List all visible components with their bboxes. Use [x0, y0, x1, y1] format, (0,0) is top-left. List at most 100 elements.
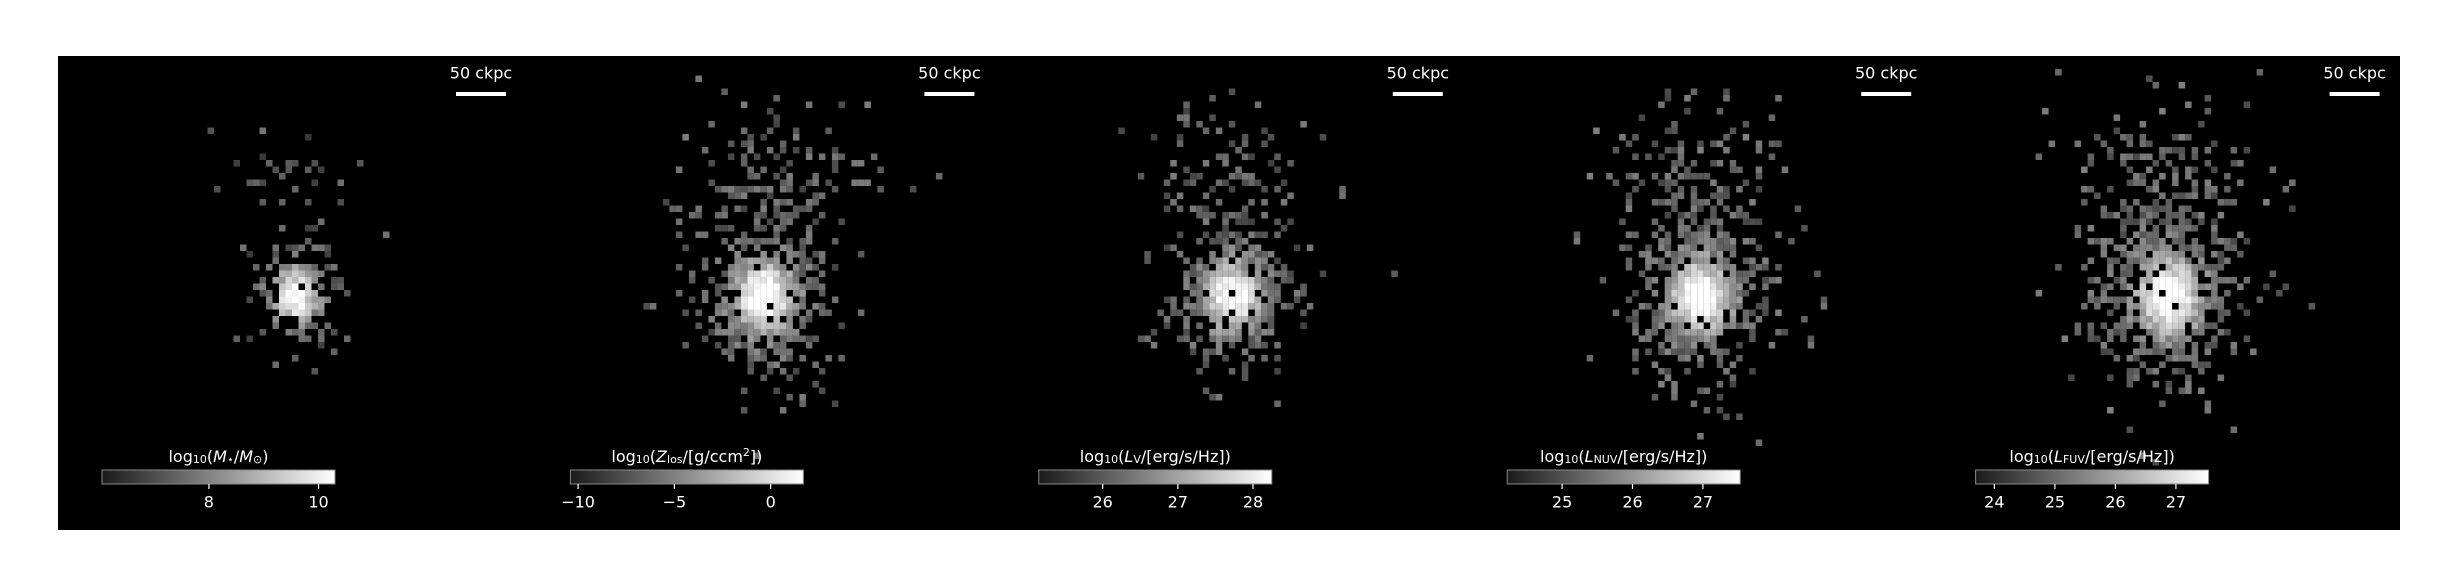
pixel: [773, 329, 780, 336]
pixel: [721, 309, 728, 316]
pixel: [760, 374, 767, 381]
pixel: [2087, 329, 2095, 336]
pixel: [2139, 316, 2147, 323]
pixel: [1241, 309, 1249, 316]
pixel: [1215, 348, 1223, 355]
pixel: [1775, 140, 1782, 147]
pixel: [1202, 387, 1210, 394]
pixel: [1690, 348, 1698, 355]
pixel: [2211, 192, 2218, 199]
pixel: [298, 329, 305, 336]
pixel: [1632, 231, 1639, 238]
pixel: [1222, 212, 1229, 219]
pixel: [2146, 309, 2153, 316]
pixel: [1183, 114, 1190, 121]
pixel: [2224, 199, 2231, 206]
pixel: [2081, 303, 2088, 310]
pixel: [1196, 368, 1203, 375]
pixel: [2198, 296, 2205, 303]
pixel: [714, 329, 722, 336]
pixel: [1254, 101, 1262, 108]
pixel: [1703, 407, 1711, 414]
pixel: [1710, 192, 1717, 199]
pixel: [753, 212, 761, 219]
pixel: [1163, 192, 1171, 199]
pixel: [1176, 134, 1184, 141]
pixel: [721, 212, 728, 219]
pixel: [2139, 225, 2147, 232]
pixel: [1215, 270, 1223, 277]
pixel: [1697, 225, 1704, 232]
pixel: [318, 309, 325, 316]
pixel: [747, 166, 754, 173]
pixel: [298, 322, 305, 329]
pixel: [292, 303, 299, 310]
pixel: [1716, 186, 1724, 193]
pixel: [1664, 277, 1672, 284]
pixel: [1690, 199, 1698, 206]
pixel: [747, 147, 754, 154]
pixel: [1645, 153, 1652, 160]
pixel: [1150, 134, 1158, 141]
pixel: [760, 355, 767, 362]
pixel: [2191, 277, 2199, 284]
pixel: [799, 296, 806, 303]
pixel: [1723, 205, 1730, 212]
colorbar-tick-label: 28: [1243, 493, 1263, 512]
pixel: [2133, 231, 2140, 238]
pixel: [1209, 186, 1216, 193]
pixel: [2139, 140, 2147, 147]
pixel: [760, 309, 767, 316]
pixel: [2146, 244, 2153, 251]
pixel: [2133, 368, 2140, 375]
pixel: [1183, 335, 1190, 342]
pixel: [786, 218, 793, 225]
pixel: [1710, 160, 1717, 167]
colorbar-label: log10(LV/[erg/s/Hz]): [1080, 447, 1231, 466]
pixel: [773, 303, 780, 310]
pixel: [2211, 290, 2218, 297]
pixel: [1209, 309, 1216, 316]
pixel: [1703, 277, 1711, 284]
pixel: [2217, 374, 2225, 381]
pixel: [1690, 251, 1698, 258]
pixel: [2178, 348, 2186, 355]
pixel: [1625, 316, 1633, 323]
pixel: [1814, 270, 1821, 277]
pixel: [1677, 290, 1685, 297]
pixel: [747, 270, 754, 277]
pixel: [279, 303, 286, 310]
pixel: [2178, 290, 2186, 297]
pixel: [2100, 212, 2108, 219]
pixel: [734, 257, 741, 264]
pixel: [2198, 283, 2205, 290]
pixel: [2198, 257, 2205, 264]
pixel: [1241, 348, 1249, 355]
pixel: [773, 283, 780, 290]
pixel: [799, 283, 806, 290]
pixel: [805, 225, 813, 232]
pixel: [818, 283, 826, 290]
pixel: [1215, 309, 1223, 316]
pixel: [1293, 290, 1301, 297]
pixel: [1664, 335, 1672, 342]
pixel: [1755, 218, 1763, 225]
pixel: [2172, 225, 2179, 232]
pixel: [1248, 342, 1255, 349]
pixel: [259, 283, 266, 290]
pixel: [1677, 348, 1685, 355]
pixel: [2191, 153, 2199, 160]
pixel: [2159, 348, 2166, 355]
pixel: [1742, 121, 1750, 128]
pixel: [1677, 212, 1685, 219]
pixel: [753, 329, 761, 336]
pixel: [2172, 179, 2179, 186]
pixel: [1651, 309, 1659, 316]
pixel: [1300, 121, 1307, 128]
pixel: [1228, 283, 1236, 290]
pixel: [1638, 251, 1646, 258]
pixel: [695, 212, 702, 219]
pixel: [1716, 329, 1724, 336]
pixel: [331, 348, 338, 355]
